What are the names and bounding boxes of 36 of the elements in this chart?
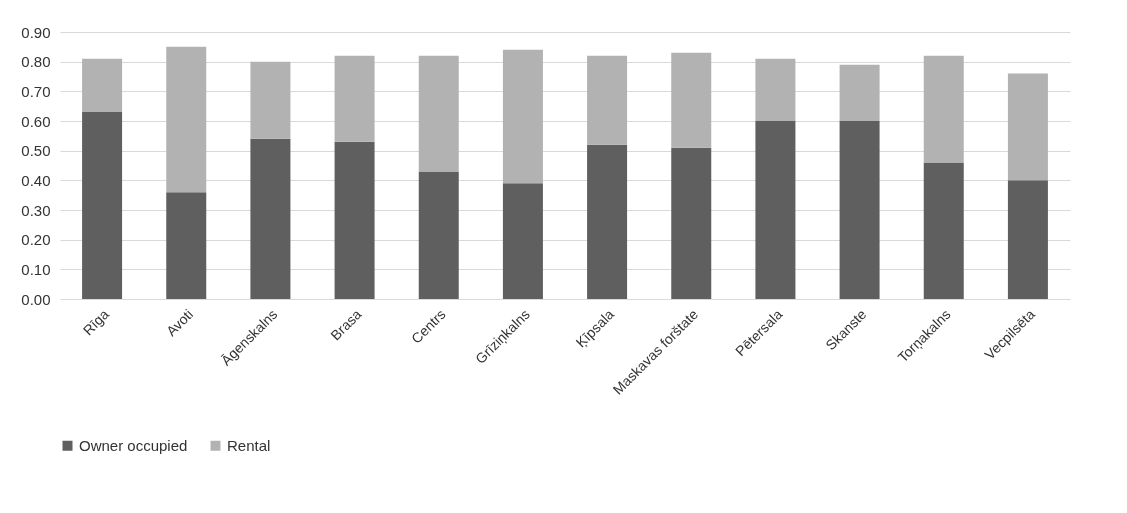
bar bbox=[250, 61, 291, 139]
y-tick-label: 0.50 bbox=[21, 142, 51, 160]
bar bbox=[166, 46, 207, 193]
bar bbox=[923, 55, 964, 163]
y-tick-label: 0.80 bbox=[21, 53, 51, 71]
y-tick-label: 0.00 bbox=[21, 290, 51, 308]
bar bbox=[839, 64, 880, 121]
y-tick-label: 0.20 bbox=[21, 231, 51, 249]
bar bbox=[923, 162, 964, 299]
bar bbox=[334, 141, 375, 299]
y-tick-label: 0.90 bbox=[21, 23, 51, 41]
y-tick-label: 0.70 bbox=[21, 82, 51, 100]
bar bbox=[82, 112, 123, 299]
bar bbox=[334, 55, 375, 142]
bar bbox=[166, 192, 207, 299]
bar bbox=[1007, 73, 1048, 181]
bar bbox=[671, 52, 712, 148]
y-tick-label: 0.60 bbox=[21, 112, 51, 130]
bar bbox=[587, 144, 628, 299]
bar bbox=[82, 58, 123, 113]
bar bbox=[250, 138, 291, 299]
bar bbox=[1007, 180, 1048, 299]
bar bbox=[502, 49, 543, 184]
bar bbox=[755, 121, 796, 299]
bar bbox=[418, 171, 459, 299]
bar bbox=[502, 183, 543, 299]
bar bbox=[418, 55, 459, 172]
bar bbox=[839, 121, 880, 299]
bar bbox=[671, 147, 712, 299]
bar bbox=[587, 55, 628, 145]
legend-label: Owner occupied bbox=[79, 436, 188, 454]
y-tick-label: 0.40 bbox=[21, 171, 51, 189]
legend-label: Rental bbox=[227, 436, 271, 454]
y-tick-label: 0.30 bbox=[21, 201, 51, 219]
bar bbox=[755, 58, 796, 121]
y-tick-label: 0.10 bbox=[21, 260, 51, 278]
